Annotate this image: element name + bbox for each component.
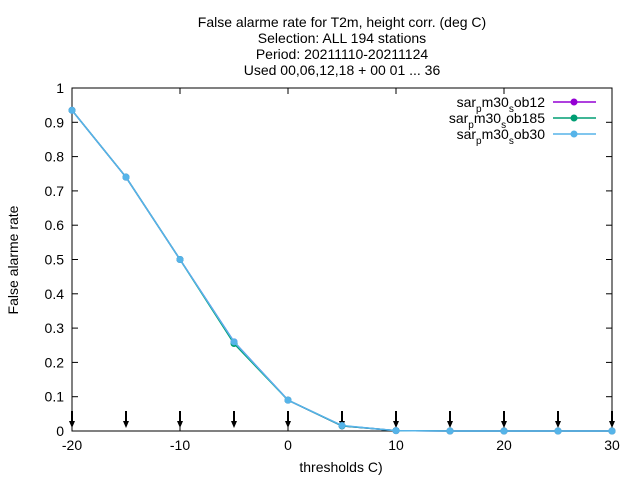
legend-text-part: s xyxy=(509,104,514,115)
legend-text-part: p xyxy=(476,104,482,115)
series-line xyxy=(71,109,612,432)
data-point xyxy=(122,173,130,181)
data-point xyxy=(176,256,184,263)
x-tick-label: 20 xyxy=(496,437,512,453)
x-tick-label: 10 xyxy=(388,437,404,453)
y-tick-label: 0.9 xyxy=(45,114,65,130)
legend-text-part: p xyxy=(476,136,482,147)
data-point xyxy=(284,396,292,404)
y-tick-label: 0.1 xyxy=(45,389,65,405)
legend-text-part: s xyxy=(501,120,506,131)
legend-text-part: m30 xyxy=(474,110,501,126)
legend-label: sarpm30sob30 xyxy=(457,126,546,147)
y-tick-label: 0.5 xyxy=(45,252,65,268)
y-axis-label: False alarme rate xyxy=(5,205,21,314)
data-series xyxy=(68,106,616,435)
title-line: Period: 20211110-20211124 xyxy=(256,46,429,62)
legend-text-part: m30 xyxy=(482,94,509,110)
threshold-marker-head xyxy=(123,421,129,428)
threshold-marker-head xyxy=(393,421,399,428)
axis-ticks: 0 0.1 0.2 0.3 0.4 0.5 0.6 0.7 0.8 0.9 1 -20 -10 0 10 20… xyxy=(45,80,620,453)
threshold-marker-head xyxy=(555,421,561,428)
threshold-marker-head xyxy=(69,421,75,428)
x-tick-label: 0 xyxy=(284,437,292,453)
legend-marker xyxy=(570,130,578,138)
title-line: Used 00,06,12,18 + 00 01 ... 36 xyxy=(244,62,441,78)
series-line xyxy=(71,109,612,432)
legend-text-part: sar xyxy=(449,110,469,126)
data-point xyxy=(608,427,616,435)
threshold-markers xyxy=(69,411,615,428)
x-tick-label: -10 xyxy=(170,437,190,453)
data-point xyxy=(338,422,346,430)
chart-title: False alarme rate for T2m, height corr. … xyxy=(198,14,486,78)
x-tick-label: 30 xyxy=(604,437,620,453)
legend-text-part: sar xyxy=(457,126,477,142)
data-point xyxy=(500,427,508,435)
legend-text-part: ob185 xyxy=(506,110,545,126)
legend-text-part: s xyxy=(509,136,514,147)
legend-marker xyxy=(570,114,578,122)
y-tick-label: 0 xyxy=(56,423,64,439)
y-tick-label: 0.2 xyxy=(45,354,65,370)
y-tick-label: 0.4 xyxy=(45,286,65,302)
legend-marker xyxy=(570,98,578,106)
y-tick-label: 0.6 xyxy=(45,217,65,233)
y-tick-label: 0.8 xyxy=(45,149,65,165)
legend-text-part: m30 xyxy=(482,126,509,142)
y-tick-label: 1 xyxy=(56,80,64,96)
threshold-marker-head xyxy=(177,421,183,428)
title-line: Selection: ALL 194 stations xyxy=(258,30,426,46)
threshold-marker-head xyxy=(501,421,507,428)
x-axis-label: thresholds C) xyxy=(299,459,382,475)
y-tick-label: 0.3 xyxy=(45,320,65,336)
data-point xyxy=(554,427,562,435)
legend-text-part: ob12 xyxy=(514,94,545,110)
series-line xyxy=(71,109,612,432)
legend-text-part: sar xyxy=(457,94,477,110)
threshold-marker-head xyxy=(609,421,615,428)
title-line: False alarme rate for T2m, height corr. … xyxy=(198,14,486,30)
data-point xyxy=(446,427,454,435)
threshold-marker-head xyxy=(447,421,453,428)
x-tick-label: -20 xyxy=(62,437,82,453)
threshold-marker-head xyxy=(231,421,237,428)
y-tick-label: 0.7 xyxy=(45,183,65,199)
legend-label: sarpm30sob185 xyxy=(449,110,545,131)
data-point xyxy=(392,427,400,435)
threshold-marker-head xyxy=(285,421,291,428)
legend-label: sarpm30sob12 xyxy=(457,94,546,115)
data-point xyxy=(230,338,238,346)
legend-text-part: ob30 xyxy=(514,126,545,142)
data-point xyxy=(68,106,76,114)
legend-text-part: p xyxy=(468,120,474,131)
